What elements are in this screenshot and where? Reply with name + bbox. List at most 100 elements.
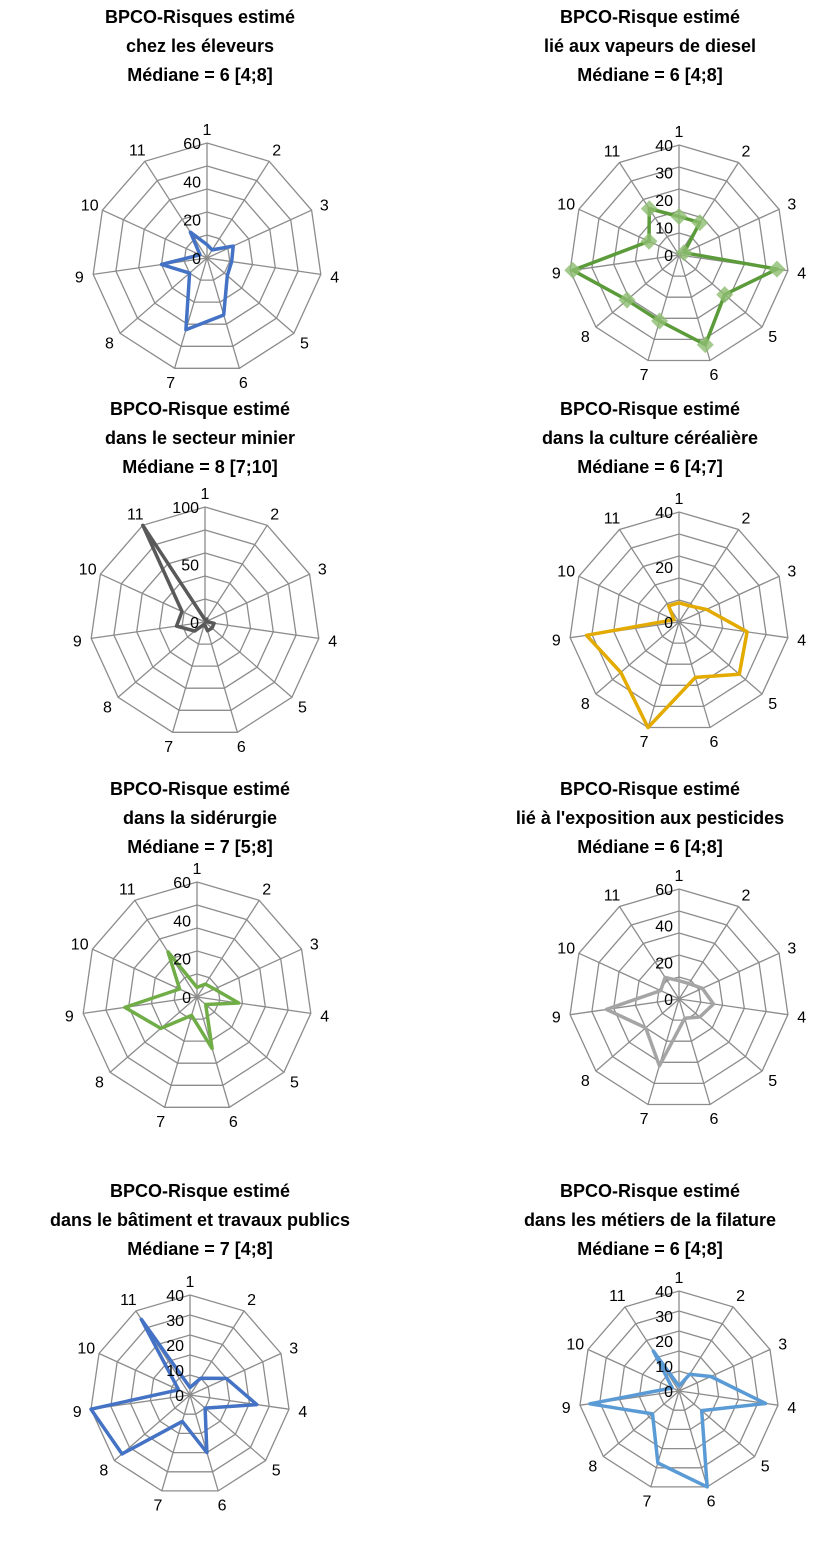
category-label: 6 — [709, 367, 718, 384]
category-label: 8 — [581, 696, 590, 713]
grid-spoke — [189, 1352, 282, 1396]
grid-spoke — [678, 952, 780, 1000]
grid-spoke — [678, 1390, 756, 1457]
series-line — [604, 975, 716, 1068]
grid-ring — [613, 555, 745, 686]
grid-spoke — [196, 996, 311, 1015]
series-line — [89, 1317, 259, 1456]
grid-spoke — [678, 575, 780, 623]
grid-ring — [128, 927, 266, 1064]
radial-tick-label: 20 — [655, 955, 673, 972]
grid-ring — [150, 950, 244, 1042]
grid-spoke — [204, 573, 310, 623]
grid-spoke — [196, 996, 231, 1108]
category-label: 7 — [153, 1497, 162, 1514]
grid-ring — [599, 1310, 759, 1469]
category-label: 2 — [272, 143, 281, 160]
grid-ring — [136, 552, 274, 689]
data-point — [564, 261, 582, 279]
grid-ring — [92, 142, 322, 369]
category-label: 2 — [270, 507, 279, 524]
grid-spoke — [102, 209, 208, 259]
chart-title-line: lié à l'exposition aux pesticides — [515, 808, 785, 828]
category-label: 3 — [310, 936, 319, 953]
chart-title: BPCO-Risque estimé dans la sidérurgie Mé… — [0, 775, 400, 862]
category-label: 1 — [203, 122, 212, 139]
grid-spoke — [171, 621, 206, 733]
chart-title-line: BPCO-Risque estimé — [559, 1181, 741, 1201]
chart-panel-minier: BPCO-Risque estimé dans le secteur minie… — [0, 390, 400, 760]
category-label: 7 — [640, 1111, 649, 1128]
grid-spoke — [117, 621, 206, 698]
category-label: 3 — [778, 1337, 787, 1354]
category-label: 8 — [581, 1073, 590, 1090]
grid-ring — [634, 954, 724, 1042]
radial-tick-label: 40 — [655, 919, 673, 936]
series-line — [588, 1349, 768, 1489]
chart-panel-filature: BPCO-Risque estimé dans les métiers de l… — [420, 1155, 820, 1541]
grid-spoke — [678, 998, 788, 1016]
grid-ring — [129, 1334, 251, 1454]
grid-spoke — [91, 621, 206, 640]
grid-ring — [638, 1350, 720, 1431]
chart-title: BPCO-Risque estimé dans les métiers de l… — [450, 1177, 831, 1264]
chart-panel-eleveurs: BPCO-Risques estimé chez les éleveurs Mé… — [0, 0, 400, 392]
grid-spoke — [98, 1352, 191, 1396]
grid-ring — [591, 533, 767, 708]
data-point — [640, 232, 658, 250]
category-label: 10 — [566, 1337, 584, 1354]
radial-tick-label: 0 — [664, 992, 673, 1009]
chart-title: BPCO-Risque estimé dans le secteur minie… — [0, 395, 400, 482]
grid-spoke — [647, 621, 680, 728]
chart-title-line: Médiane = 6 [4;8] — [577, 65, 723, 85]
chart-title: BPCO-Risque estimé lié à l'exposition au… — [450, 775, 831, 862]
chart-title-line: dans le bâtiment et travaux publics — [49, 1210, 351, 1230]
grid-spoke — [206, 209, 312, 259]
radial-tick-label: 40 — [655, 1284, 673, 1301]
grid-ring — [591, 166, 767, 341]
grid-ring — [115, 165, 299, 347]
grid-spoke — [189, 1394, 267, 1461]
category-label: 9 — [65, 1008, 74, 1025]
category-label: 5 — [300, 336, 309, 353]
series-line — [584, 601, 749, 730]
radial-tick-label: 60 — [655, 882, 673, 899]
data-point — [691, 214, 709, 232]
radial-tick-label: 10 — [166, 1363, 184, 1380]
chart-title: BPCO-Risque estimé lié aux vapeurs de di… — [450, 3, 831, 90]
radial-tick-label: 10 — [655, 1359, 673, 1376]
radial-tick-label: 20 — [183, 213, 201, 230]
grid-spoke — [570, 254, 680, 272]
grid-spoke — [624, 1306, 680, 1392]
grid-ring — [634, 210, 724, 298]
category-label: 9 — [73, 633, 82, 650]
grid-spoke — [678, 208, 780, 256]
radial-tick-label: 30 — [166, 1313, 184, 1330]
grid-ring — [158, 575, 252, 667]
chart-title-line: dans la sidérurgie — [122, 808, 278, 828]
category-label: 10 — [71, 936, 89, 953]
category-label: 10 — [557, 564, 575, 581]
category-label: 6 — [218, 1497, 227, 1514]
category-label: 8 — [103, 700, 112, 717]
category-label: 7 — [640, 734, 649, 751]
category-label: 6 — [237, 739, 246, 756]
grid-ring — [591, 910, 767, 1085]
grid-spoke — [678, 1390, 708, 1488]
category-label: 9 — [73, 1404, 82, 1421]
category-label: 6 — [707, 1493, 716, 1510]
chart-panel-siderurgie: BPCO-Risque estimé dans la sidérurgie Mé… — [0, 770, 400, 1140]
category-label: 7 — [640, 367, 649, 384]
data-point — [768, 260, 786, 278]
category-label: 4 — [797, 1010, 806, 1027]
category-label: 6 — [229, 1114, 238, 1131]
radial-tick-label: 40 — [655, 138, 673, 155]
category-label: 3 — [787, 941, 796, 958]
category-label: 7 — [156, 1114, 165, 1131]
radial-tick-label: 60 — [173, 875, 191, 892]
grid-spoke — [595, 998, 680, 1072]
radial-tick-label: 0 — [182, 990, 191, 1007]
grid-ring — [181, 598, 229, 645]
grid-ring — [618, 1330, 740, 1450]
category-label: 6 — [239, 375, 248, 392]
